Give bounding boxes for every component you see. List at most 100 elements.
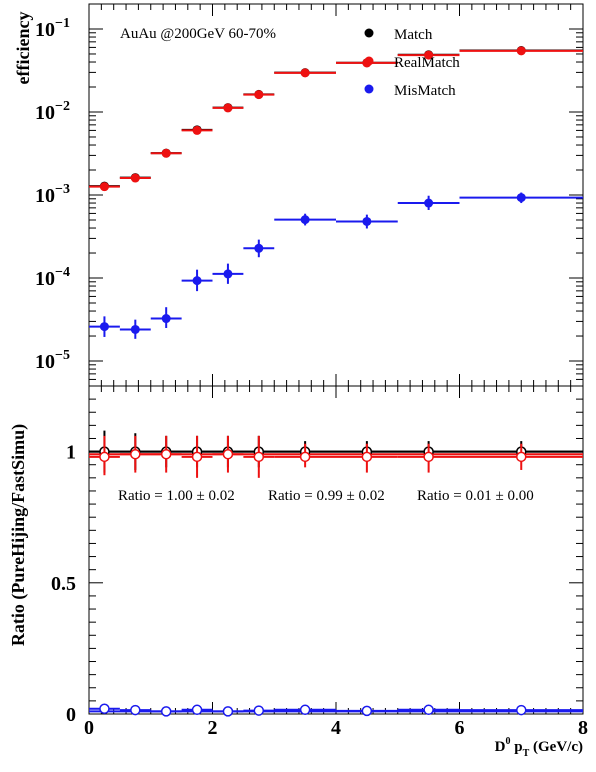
legend-entry: MisMatch [364, 83, 456, 99]
data-marker [99, 182, 109, 192]
ratio-point [274, 443, 336, 468]
open-marker [222, 706, 234, 717]
open-marker [361, 705, 373, 717]
data-marker [223, 103, 233, 113]
y-tick-label: 10−1 [35, 16, 70, 41]
data-marker [192, 276, 202, 286]
legend-label: MisMatch [394, 83, 456, 99]
open-marker [423, 704, 434, 716]
ratio-point [119, 704, 151, 716]
data-marker [130, 324, 140, 334]
efficiency-point [181, 125, 213, 135]
efficiency-point [150, 148, 182, 158]
data-marker [161, 148, 171, 158]
open-marker [361, 451, 373, 463]
ratio-point [243, 705, 275, 716]
y-tick-label: 10−4 [35, 265, 70, 290]
ratio-y-axis-title: Ratio (PureHijing/FastSimu) [8, 424, 29, 646]
open-marker [160, 448, 172, 460]
open-marker [130, 448, 141, 460]
ratio-point [459, 704, 583, 716]
data-marker [424, 198, 434, 208]
efficiency-point [397, 50, 460, 60]
ratio-point [336, 443, 398, 473]
data-marker [300, 68, 310, 78]
efficiency-point [459, 192, 583, 204]
x-tick-label: 4 [331, 717, 341, 739]
open-marker [253, 705, 265, 716]
x-tick-label: 0 [84, 717, 94, 739]
y-tick-label: 10−5 [35, 348, 70, 373]
efficiency-point [212, 263, 244, 284]
efficiency-point [150, 307, 182, 328]
efficiency-point [274, 213, 336, 226]
ratio-panel: 0 0.5 1 0 2 4 6 8 Ratio = 1.00 ± 0.02 Ratio = 0.… [8, 385, 588, 759]
efficiency-point [181, 269, 213, 292]
efficiency-axis-ticks: 10−1 10−2 10−3 10−4 10−5 [35, 3, 584, 386]
efficiency-point [212, 103, 244, 113]
collision-annotation: AuAu @200GeV 60-70% [120, 26, 276, 42]
legend-marker [364, 56, 374, 66]
efficiency-point [336, 214, 398, 229]
data-marker [516, 46, 526, 56]
ratio-point [336, 705, 398, 717]
ratio-point [181, 704, 213, 716]
open-marker [222, 448, 234, 460]
data-marker [192, 125, 202, 135]
data-marker [254, 90, 264, 100]
efficiency-point [243, 239, 275, 258]
x-tick-label: 2 [208, 717, 218, 739]
open-marker [99, 703, 110, 715]
ratio-y-tick-label: 0.5 [51, 573, 76, 595]
data-marker [161, 314, 171, 324]
ratio-point [397, 704, 460, 716]
open-marker [191, 704, 203, 716]
x-tick-label: 6 [455, 717, 465, 739]
ratio-point [212, 435, 244, 473]
x-tick-label: 8 [578, 717, 588, 739]
ratio-point [181, 435, 213, 478]
legend-marker [364, 28, 374, 38]
ratio-fit-label: Ratio = 0.99 ± 0.02 [268, 488, 385, 504]
efficiency-point [274, 68, 336, 78]
data-marker [300, 215, 310, 225]
legend-label: Match [394, 27, 433, 43]
ratio-point [89, 435, 120, 476]
efficiency-point [459, 46, 583, 56]
ratio-point [397, 443, 460, 473]
legend-label: RealMatch [394, 55, 460, 71]
open-marker [160, 706, 172, 717]
efficiency-point [243, 90, 275, 100]
x-axis-title: D0 pT (GeV/c) [495, 736, 583, 759]
data-marker [254, 243, 264, 253]
ratio-point [150, 435, 182, 473]
ratio-point [119, 435, 151, 473]
legend-entry: RealMatch [364, 55, 460, 71]
open-marker [516, 704, 527, 716]
open-marker [253, 451, 265, 463]
efficiency-point [397, 195, 460, 210]
legend: Match RealMatch MisMatch [364, 27, 460, 99]
efficiency-point [89, 316, 120, 337]
ratio-point [150, 706, 182, 717]
efficiency-panel: 10−1 10−2 10−3 10−4 10−5 AuAu @200GeV 60-70%… [13, 3, 584, 387]
legend-marker [364, 84, 374, 94]
ratio-fit-labels: Ratio = 1.00 ± 0.02 Ratio = 0.99 ± 0.02 Ra… [118, 488, 534, 504]
open-marker [99, 451, 110, 463]
open-marker [130, 704, 141, 716]
ratio-point [243, 435, 275, 478]
efficiency-y-axis-title: efficiency [13, 12, 33, 85]
ratio-point [274, 704, 336, 716]
open-marker [191, 451, 203, 463]
data-marker [424, 50, 434, 60]
ratio-point [459, 443, 583, 470]
efficiency-point [119, 173, 151, 183]
open-marker [516, 451, 527, 463]
data-marker [516, 193, 526, 203]
data-marker [99, 322, 109, 332]
legend-entry: Match [364, 27, 433, 43]
ratio-fit-label: Ratio = 1.00 ± 0.02 [118, 488, 235, 504]
ratio-point [89, 703, 120, 715]
data-marker [130, 173, 140, 183]
